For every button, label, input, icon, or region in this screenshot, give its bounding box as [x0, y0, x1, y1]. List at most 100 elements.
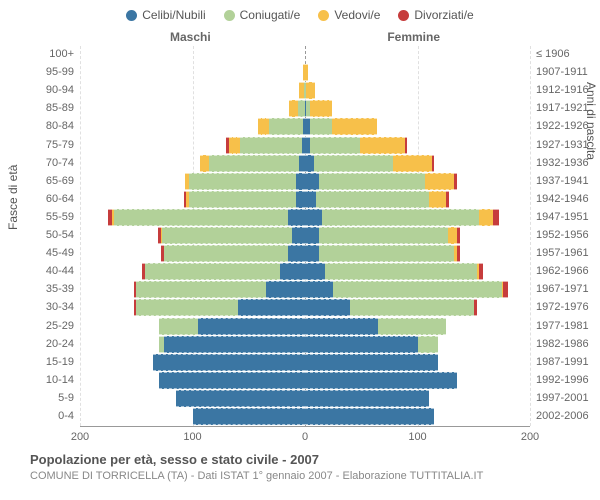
bar-segment — [474, 299, 477, 316]
pyramid-row — [80, 137, 530, 154]
male-bar — [80, 227, 305, 244]
bar-segment — [305, 64, 308, 81]
age-label: 5-9 — [0, 393, 78, 404]
age-label: 90-94 — [0, 85, 78, 96]
bar-segment — [425, 173, 453, 190]
year-label: 1937-1941 — [532, 176, 598, 187]
bar-segment — [310, 137, 361, 154]
legend-swatch — [126, 10, 137, 21]
bar-segment — [305, 155, 314, 172]
year-label: 1927-1931 — [532, 140, 598, 151]
pyramid-row — [80, 155, 530, 172]
bar-segment — [305, 318, 378, 335]
bar-segment — [305, 227, 319, 244]
bar-segment — [305, 191, 316, 208]
bar-segment — [322, 209, 480, 226]
age-label: 0-4 — [0, 411, 78, 422]
bar-segment — [258, 118, 269, 135]
bar-segment — [393, 155, 432, 172]
grid-line — [530, 46, 531, 426]
male-bar — [80, 336, 305, 353]
bar-segment — [446, 191, 449, 208]
pyramid-row — [80, 245, 530, 262]
bar-segment — [162, 227, 291, 244]
legend-swatch — [224, 10, 235, 21]
female-bar — [305, 155, 530, 172]
bar-segment — [289, 100, 298, 117]
bar-segment — [305, 263, 325, 280]
age-label: 40-44 — [0, 266, 78, 277]
bar-segment — [296, 173, 305, 190]
bar-segment — [314, 155, 393, 172]
year-label: 1952-1956 — [532, 230, 598, 241]
male-bar — [80, 173, 305, 190]
bar-segment — [288, 245, 305, 262]
year-label: 1947-1951 — [532, 212, 598, 223]
age-label: 70-74 — [0, 158, 78, 169]
age-label: 15-19 — [0, 357, 78, 368]
bar-segment — [503, 281, 508, 298]
legend-swatch — [318, 10, 329, 21]
bar-segment — [319, 245, 454, 262]
bar-segment — [333, 281, 502, 298]
bar-segment — [454, 173, 457, 190]
bar-segment — [269, 118, 303, 135]
age-label: 35-39 — [0, 284, 78, 295]
year-labels: ≤ 19061907-19111912-19161917-19211922-19… — [532, 46, 598, 426]
bar-segment — [479, 209, 493, 226]
female-bar — [305, 390, 530, 407]
bar-segment — [136, 299, 237, 316]
bar-segment — [238, 299, 306, 316]
male-bar — [80, 390, 305, 407]
bar-segment — [316, 191, 429, 208]
male-label: Maschi — [170, 30, 211, 44]
pyramid-row — [80, 100, 530, 117]
bar-segment — [305, 408, 434, 425]
bar-segment — [479, 263, 482, 280]
legend-label: Celibi/Nubili — [142, 8, 205, 22]
bar-segment — [305, 281, 333, 298]
age-label: 50-54 — [0, 230, 78, 241]
year-label: 1997-2001 — [532, 393, 598, 404]
bar-segment — [378, 318, 446, 335]
legend-label: Coniugati/e — [240, 8, 301, 22]
pyramid-row — [80, 281, 530, 298]
bar-segment — [114, 209, 288, 226]
bar-segment — [310, 118, 333, 135]
bar-segment — [332, 118, 377, 135]
female-label: Femmine — [387, 30, 440, 44]
bar-segment — [350, 299, 474, 316]
pyramid-row — [80, 354, 530, 371]
male-bar — [80, 354, 305, 371]
female-bar — [305, 137, 530, 154]
bar-segment — [136, 281, 265, 298]
male-bar — [80, 408, 305, 425]
bar-segment — [319, 173, 426, 190]
pyramid-row — [80, 46, 530, 63]
bar-segment — [310, 100, 333, 117]
year-label: 1942-1946 — [532, 194, 598, 205]
age-label: 85-89 — [0, 103, 78, 114]
male-bar — [80, 209, 305, 226]
male-bar — [80, 82, 305, 99]
bar-segment — [200, 155, 209, 172]
bar-segment — [360, 137, 405, 154]
x-tick: 0 — [302, 431, 308, 443]
female-bar — [305, 245, 530, 262]
pyramid-row — [80, 263, 530, 280]
age-label: 30-34 — [0, 302, 78, 313]
bar-segment — [189, 173, 296, 190]
legend-item: Vedovi/e — [318, 8, 380, 22]
female-bar — [305, 82, 530, 99]
male-bar — [80, 137, 305, 154]
pyramid-row — [80, 318, 530, 335]
male-bar — [80, 155, 305, 172]
female-bar — [305, 354, 530, 371]
male-bar — [80, 118, 305, 135]
pyramid-row — [80, 118, 530, 135]
pyramid-row — [80, 64, 530, 81]
female-bar — [305, 336, 530, 353]
legend-item: Coniugati/e — [224, 8, 301, 22]
bar-segment — [240, 137, 302, 154]
age-label: 10-14 — [0, 375, 78, 386]
